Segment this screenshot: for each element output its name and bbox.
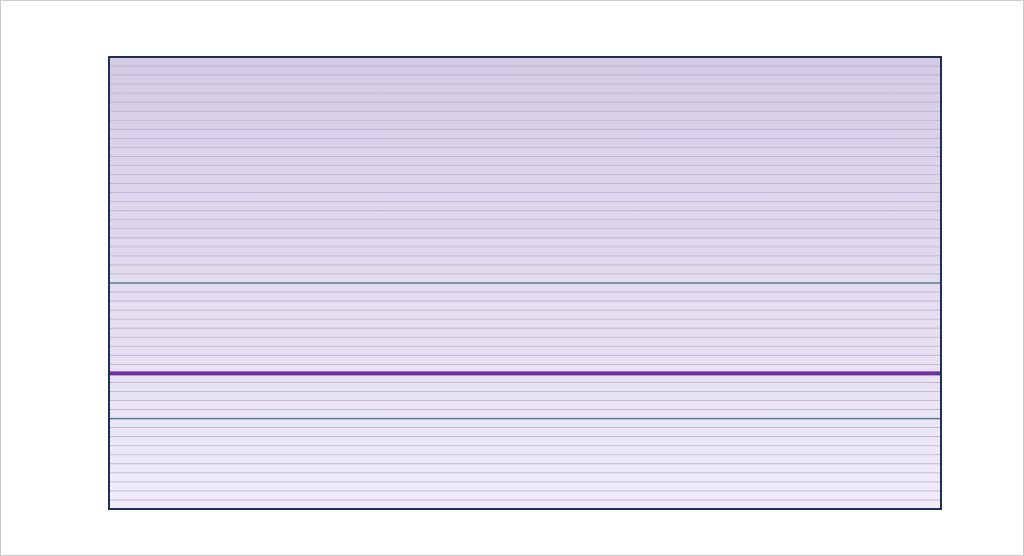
- body-fat-chart: [13, 9, 1013, 549]
- chart-container: [13, 9, 1011, 547]
